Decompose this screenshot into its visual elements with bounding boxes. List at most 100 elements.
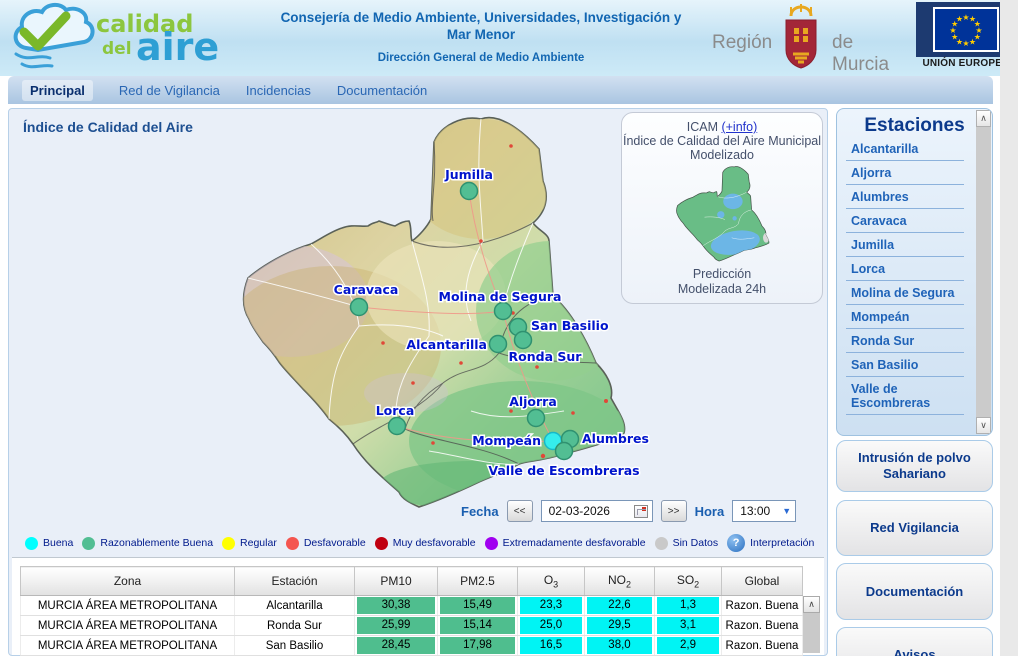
station-label-caravaca[interactable]: Caravaca (332, 281, 400, 299)
station-label-ronda-sur[interactable]: Ronda Sur (507, 348, 584, 366)
station-label-aljorra[interactable]: Aljorra (508, 393, 559, 411)
station-label-alumbres[interactable]: Alumbres (581, 430, 651, 448)
icam-line2: Modelizado (690, 148, 754, 162)
legend-label-razonablemente-buena: Razonablemente Buena (100, 537, 214, 549)
hora-select[interactable]: 13:00 ▼ (732, 500, 797, 522)
calidad-del-aire-logo: calidad del aire (13, 3, 219, 69)
nav-item-red-de-vigilancia[interactable]: Red de Vigilancia (118, 82, 220, 98)
date-controls: Fecha << 02-03-2026 >> Hora 13:00 ▼ (461, 499, 797, 523)
sidebar-item-mompean[interactable]: Mompeán (846, 305, 964, 329)
table-scrollbar[interactable]: ∧ (803, 596, 820, 653)
table-row: MURCIA ÁREA METROPOLITANA Alcantarilla 3… (20, 595, 803, 616)
sidebar-item-jumilla[interactable]: Jumilla (846, 233, 964, 257)
legend-label-sin-datos: Sin Datos (672, 537, 719, 549)
cell-estacion: San Basilio (234, 635, 355, 656)
question-mark-icon[interactable]: ? (727, 534, 746, 552)
svg-text:★: ★ (949, 26, 956, 35)
station-label-mompean[interactable]: Mompeán (471, 432, 543, 450)
header-title: Consejería de Medio Ambiente, Universida… (248, 9, 714, 43)
station-label-alcantarilla[interactable]: Alcantarilla (405, 336, 489, 354)
col-zona: Zona (20, 566, 235, 596)
icam-line1: Índice de Calidad del Aire Municipal (622, 134, 822, 148)
cell-pm25: 15,49 (437, 595, 518, 616)
station-marker-molina-de-segura[interactable] (493, 301, 513, 321)
sidebar-item-alcantarilla[interactable]: Alcantarilla (846, 137, 964, 161)
page-title: Índice de Calidad del Aire (23, 119, 193, 135)
station-marker-valle-de-escombreras[interactable] (554, 441, 574, 461)
station-label-jumilla[interactable]: Jumilla (443, 166, 495, 184)
col-so2: SO2 (654, 566, 722, 596)
station-marker-caravaca[interactable] (349, 297, 369, 317)
svg-text:★: ★ (956, 37, 963, 46)
sidebar-item-molina-de-segura[interactable]: Molina de Segura (846, 281, 964, 305)
header-subtitle: Dirección General de Medio Ambiente (377, 52, 585, 64)
sidebar-item-valle-de-escombreras[interactable]: Valle de Escombreras (846, 377, 964, 415)
sidebar-item-lorca[interactable]: Lorca (846, 257, 964, 281)
cell-pm25: 17,98 (437, 635, 518, 656)
station-marker-alcantarilla[interactable] (488, 334, 508, 354)
icam-box: ICAM (+info) Índice de Calidad del Aire … (621, 112, 823, 304)
station-marker-jumilla[interactable] (459, 181, 479, 201)
air-quality-table: Zona Estación PM10 PM2.5 O3 NO2 SO2 Glob… (20, 566, 803, 656)
cell-pm10: 28,45 (354, 635, 438, 656)
nav-item-incidencias[interactable]: Incidencias (245, 82, 311, 98)
cell-o3: 25,0 (517, 615, 585, 636)
cell-so2: 2,9 (654, 635, 722, 656)
scroll-up-icon[interactable]: ∧ (976, 110, 991, 127)
main-panel: Índice de Calidad del Aire (8, 108, 828, 656)
calendar-icon[interactable] (633, 504, 648, 518)
cell-global: Razon. Buena (721, 615, 803, 636)
chevron-down-icon: ▼ (782, 506, 792, 516)
date-input[interactable]: 02-03-2026 (540, 500, 653, 522)
station-labels: Jumilla Caravaca Molina de Segura San Ba… (332, 166, 651, 480)
sidebar-item-san-basilio[interactable]: San Basilio (846, 353, 964, 377)
table-header-row: Zona Estación PM10 PM2.5 O3 NO2 SO2 Glob… (20, 566, 803, 596)
cell-so2: 3,1 (654, 615, 722, 636)
sidebar-item-ronda-sur[interactable]: Ronda Sur (846, 329, 964, 353)
cell-no2: 22,6 (584, 595, 655, 616)
station-marker-ronda-sur[interactable] (513, 330, 533, 350)
station-label-lorca[interactable]: Lorca (374, 402, 416, 420)
sidebar-item-aljorra[interactable]: Aljorra (846, 161, 964, 185)
nav-item-principal[interactable]: Principal (22, 79, 93, 101)
scroll-up-icon[interactable]: ∧ (803, 596, 820, 613)
station-marker-aljorra[interactable] (526, 408, 546, 428)
svg-text:★: ★ (962, 39, 969, 48)
legend-label-desfavorable: Desfavorable (303, 537, 366, 549)
region-text-right: de Murcia (832, 32, 890, 75)
station-label-valle-de-escombreras[interactable]: Valle de Escombreras (487, 462, 641, 480)
station-label-san-basilio[interactable]: San Basilio (530, 317, 611, 335)
station-markers (349, 181, 580, 461)
avisos-button[interactable]: Avisos (836, 627, 993, 656)
documentacion-button[interactable]: Documentación (836, 563, 993, 620)
red-vigilancia-button[interactable]: Red Vigilancia (836, 500, 993, 556)
header-title-line1: Consejería de Medio Ambiente, Universida… (280, 10, 682, 25)
station-label-molina-de-segura[interactable]: Molina de Segura (437, 288, 563, 306)
stations-scrollbar[interactable]: ∧ ∨ (976, 110, 991, 434)
icam-info-link[interactable]: (+info) (721, 120, 758, 134)
sidebar-item-alumbres[interactable]: Alumbres (846, 185, 964, 209)
svg-text:★: ★ (951, 33, 958, 42)
hora-label: Hora (694, 503, 725, 519)
cell-zona: MURCIA ÁREA METROPOLITANA (20, 615, 235, 636)
header: calidad del aire Consejería de Medio Amb… (0, 0, 1018, 76)
col-estacion: Estación (234, 566, 355, 596)
cell-pm10: 30,38 (354, 595, 438, 616)
intrusion-polvo-sahariano-button[interactable]: Intrusión de polvo Sahariano (836, 440, 993, 492)
legend-label-regular: Regular (240, 537, 277, 549)
main-navigation: Principal Red de Vigilancia Incidencias … (8, 76, 993, 104)
nav-item-documentacion[interactable]: Documentación (336, 82, 428, 98)
cell-no2: 38,0 (584, 635, 655, 656)
cell-o3: 23,3 (517, 595, 585, 616)
date-next-button[interactable]: >> (660, 500, 687, 522)
header-title-line2: Mar Menor (446, 27, 516, 42)
date-prev-button[interactable]: << (506, 500, 533, 522)
icam-caption1: Predicción (692, 267, 752, 281)
cell-so2: 1,3 (654, 595, 722, 616)
station-marker-lorca[interactable] (387, 416, 407, 436)
interpretation-link[interactable]: Interpretación (750, 537, 815, 549)
sidebar-item-caravaca[interactable]: Caravaca (846, 209, 964, 233)
legend-dot-extremadamente-desfavorable (484, 536, 498, 550)
scroll-down-icon[interactable]: ∨ (976, 417, 991, 434)
